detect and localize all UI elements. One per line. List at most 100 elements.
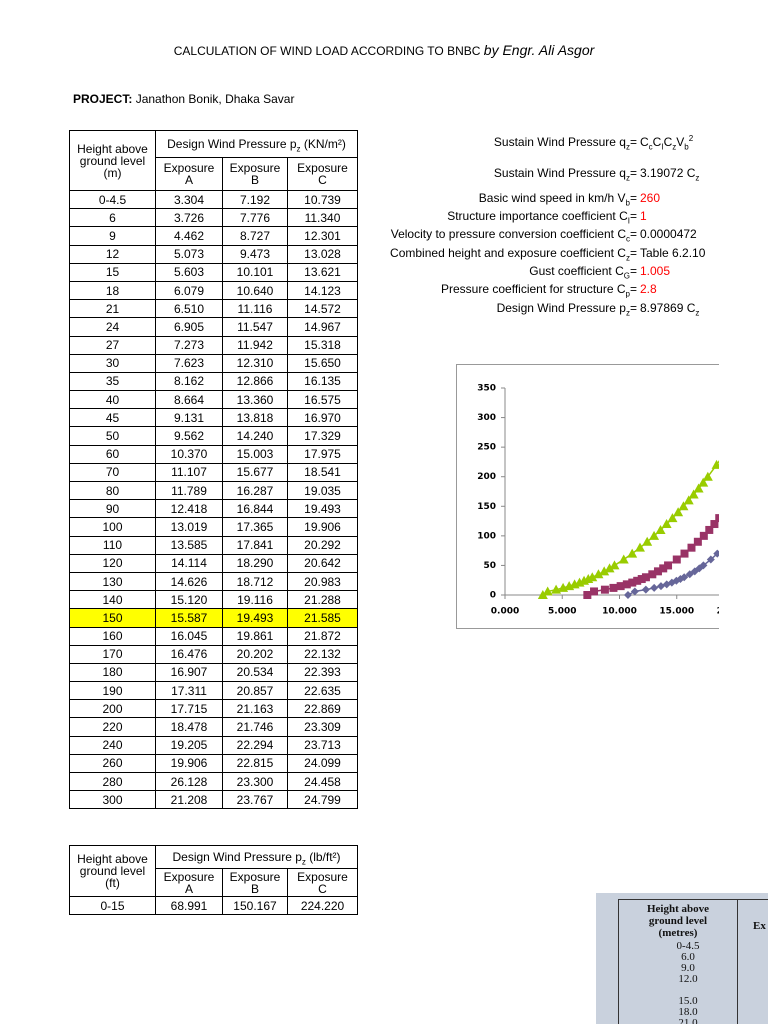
cell: 45: [69, 408, 156, 428]
point: [583, 591, 592, 599]
line: C: [318, 881, 327, 896]
cell: 5.603: [155, 262, 223, 282]
cell: 12.866: [222, 371, 288, 392]
table-head: Height above ground level (m) Design Wind P…: [69, 130, 358, 191]
text: =: [629, 227, 637, 241]
table-body: 0-15 68.991 150.167 224.220: [69, 895, 359, 916]
scan-border: [618, 899, 768, 1024]
cell: 17.841: [222, 535, 288, 555]
subscript: I: [627, 216, 630, 226]
cell: 19.861: [222, 626, 288, 646]
table-row: 130 14.626 18.712 20.983: [69, 571, 358, 592]
line: Exposure: [297, 869, 348, 884]
table-head: Height above ground level (ft) Design Wind …: [69, 845, 359, 897]
text: 2.8: [640, 282, 657, 296]
cell: 19.906: [287, 517, 358, 537]
text: (lb/ft²): [305, 850, 341, 864]
cell: 20.202: [222, 644, 288, 664]
cell: 16.907: [155, 662, 223, 683]
table-row: 100 13.019 17.365 19.906: [69, 517, 358, 537]
line: 9.0: [681, 962, 695, 974]
table-row: 60 10.370 15.003 17.975: [69, 444, 358, 464]
param-value: 0.0000472: [640, 227, 697, 241]
table-row: 18 6.079 10.640 14.123: [69, 280, 358, 301]
cell: 14.114: [155, 553, 223, 573]
point: [604, 563, 615, 573]
line: Height above: [646, 903, 710, 915]
series-line: [627, 550, 719, 596]
cell: 15.003: [222, 444, 288, 464]
param-label: Pressure coefficient for structure Cp=: [441, 282, 637, 298]
text: C: [663, 135, 673, 149]
table-row: 180 16.907 20.534 22.393: [69, 662, 358, 683]
param-label: Structure importance coefficient CI=: [447, 209, 637, 226]
exposure-header: Exposure C: [286, 868, 359, 897]
subscript: z: [695, 308, 700, 318]
table-row: 120 14.114 18.290 20.642: [69, 553, 358, 573]
param-label: Combined height and exposure coefficient…: [390, 246, 637, 262]
y-tick-label: 50: [483, 561, 496, 571]
table-body: 0-4.5 3.304 7.192 10.739 6 3.726 7.776 11.340 9 4…: [69, 189, 358, 810]
cell: 16.844: [222, 499, 288, 519]
cell: 24.799: [287, 790, 358, 810]
series-line: [542, 460, 719, 596]
param-value: Table 6.2.10: [640, 246, 705, 260]
pressure-header: Design Wind Pressure pz (lb/ft²): [154, 845, 359, 869]
cell: 150.167: [222, 895, 288, 916]
point: [600, 585, 609, 594]
point: [641, 573, 650, 582]
cell: 300: [69, 790, 156, 810]
cell: 15.677: [222, 462, 288, 483]
cell: 19.493: [287, 499, 358, 519]
point: [593, 569, 604, 579]
line: (m): [103, 165, 122, 180]
cell: 18.712: [222, 571, 288, 592]
line: Exposure: [297, 161, 348, 175]
cell: 17.329: [287, 426, 358, 446]
line: 15.0: [678, 995, 698, 1007]
cell: 19.205: [155, 735, 223, 755]
table-row: 80 11.789 16.287 19.035: [69, 480, 358, 501]
cell: 11.107: [155, 462, 223, 483]
cell: 16.575: [287, 390, 358, 410]
y-tick-label: 150: [477, 502, 496, 512]
text: =: [629, 135, 637, 149]
project-label: PROJECT:: [73, 92, 133, 106]
subscript: c: [648, 142, 653, 152]
x-tick-label: 20.000: [717, 607, 719, 617]
cell: 24.458: [287, 771, 358, 792]
subscript: z: [625, 142, 630, 152]
cell: 13.019: [155, 517, 223, 537]
point: [715, 514, 719, 523]
point: [609, 583, 618, 592]
y-tick-label: 250: [477, 443, 496, 453]
cell: 17.715: [155, 699, 223, 719]
cell: 16.476: [155, 644, 223, 664]
point: [667, 513, 678, 523]
param-label: Sustain Wind Pressure qz=: [494, 166, 637, 182]
point: [676, 575, 685, 584]
cell: 10.640: [222, 280, 288, 301]
text: Pressure coefficient for structure C: [441, 282, 626, 296]
scan-rows: 0-4.5 6.0 9.0 12.0 15.0 18.0 21.0: [618, 941, 758, 1024]
title: CALCULATION OF WIND LOAD ACCORDING TO BN…: [0, 42, 768, 58]
cell: 7.623: [155, 353, 223, 373]
cell: 3.304: [155, 189, 223, 210]
cell: 120: [69, 553, 156, 573]
point: [537, 590, 548, 599]
table-row: 9 4.462 8.727 12.301: [69, 226, 358, 246]
point: [590, 587, 599, 596]
cell: 6.510: [155, 299, 223, 319]
cell: 22.294: [222, 735, 288, 755]
line: ground level: [79, 153, 146, 168]
cell: 18.290: [222, 553, 288, 573]
text: 0.0000472: [640, 227, 697, 241]
cell: 60: [69, 444, 156, 464]
cell: 180: [69, 662, 156, 683]
point: [680, 549, 689, 558]
point: [542, 586, 553, 596]
cell: 9.562: [155, 426, 223, 446]
scan-header: Height above ground level (metres): [618, 903, 738, 939]
cell: 13.028: [287, 244, 358, 264]
text: Design Wind Pressure p: [172, 850, 302, 864]
